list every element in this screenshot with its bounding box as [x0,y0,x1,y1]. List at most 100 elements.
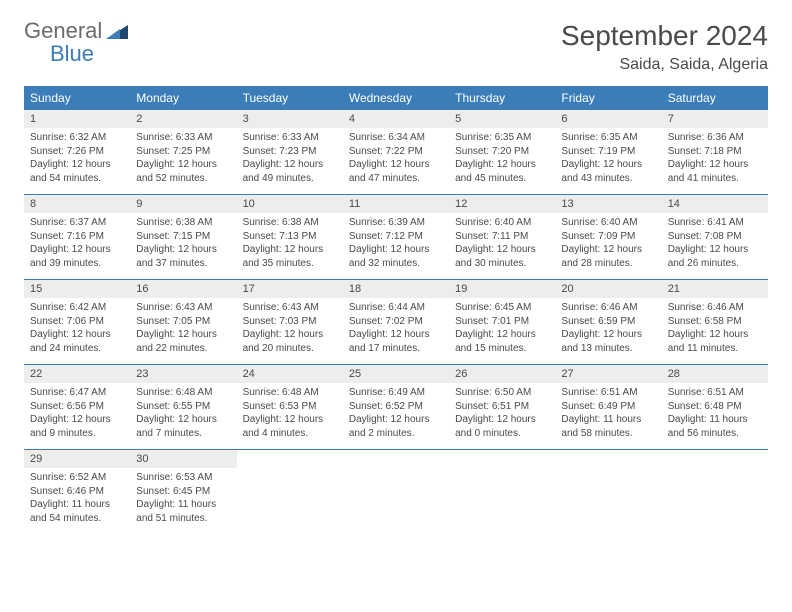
day-header-saturday: Saturday [662,86,768,110]
daylight-text-1: Daylight: 12 hours [668,158,762,172]
daylight-text-2: and 9 minutes. [30,427,124,441]
header: General Blue September 2024 Saida, Saida… [24,20,768,74]
day-number: 9 [130,195,236,213]
sunrise-text: Sunrise: 6:34 AM [349,131,443,145]
day-content: Sunrise: 6:43 AMSunset: 7:05 PMDaylight:… [130,298,236,361]
week-row: 15Sunrise: 6:42 AMSunset: 7:06 PMDayligh… [24,280,768,365]
sunrise-text: Sunrise: 6:39 AM [349,216,443,230]
sunrise-text: Sunrise: 6:40 AM [455,216,549,230]
sunrise-text: Sunrise: 6:38 AM [243,216,337,230]
daylight-text-1: Daylight: 12 hours [349,328,443,342]
sunset-text: Sunset: 7:03 PM [243,315,337,329]
sunrise-text: Sunrise: 6:50 AM [455,386,549,400]
day-content: Sunrise: 6:48 AMSunset: 6:53 PMDaylight:… [237,383,343,446]
day-cell: 28Sunrise: 6:51 AMSunset: 6:48 PMDayligh… [662,365,768,449]
sunrise-text: Sunrise: 6:46 AM [668,301,762,315]
sunset-text: Sunset: 6:56 PM [30,400,124,414]
daylight-text-2: and 0 minutes. [455,427,549,441]
sunset-text: Sunset: 6:49 PM [561,400,655,414]
day-content: Sunrise: 6:41 AMSunset: 7:08 PMDaylight:… [662,213,768,276]
daylight-text-2: and 54 minutes. [30,512,124,526]
day-content: Sunrise: 6:40 AMSunset: 7:09 PMDaylight:… [555,213,661,276]
daylight-text-2: and 37 minutes. [136,257,230,271]
daylight-text-1: Daylight: 12 hours [136,158,230,172]
day-number: 8 [24,195,130,213]
day-cell: 22Sunrise: 6:47 AMSunset: 6:56 PMDayligh… [24,365,130,449]
week-row: 1Sunrise: 6:32 AMSunset: 7:26 PMDaylight… [24,110,768,195]
daylight-text-1: Daylight: 12 hours [455,328,549,342]
daylight-text-1: Daylight: 12 hours [243,158,337,172]
day-cell: 30Sunrise: 6:53 AMSunset: 6:45 PMDayligh… [130,450,236,534]
daylight-text-1: Daylight: 11 hours [30,498,124,512]
sunrise-text: Sunrise: 6:47 AM [30,386,124,400]
sunset-text: Sunset: 7:19 PM [561,145,655,159]
day-content: Sunrise: 6:51 AMSunset: 6:49 PMDaylight:… [555,383,661,446]
day-cell: 1Sunrise: 6:32 AMSunset: 7:26 PMDaylight… [24,110,130,194]
daylight-text-1: Daylight: 12 hours [30,328,124,342]
day-cell: 8Sunrise: 6:37 AMSunset: 7:16 PMDaylight… [24,195,130,279]
day-cell: 10Sunrise: 6:38 AMSunset: 7:13 PMDayligh… [237,195,343,279]
day-content: Sunrise: 6:32 AMSunset: 7:26 PMDaylight:… [24,128,130,191]
sunrise-text: Sunrise: 6:33 AM [243,131,337,145]
day-cell: 24Sunrise: 6:48 AMSunset: 6:53 PMDayligh… [237,365,343,449]
daylight-text-1: Daylight: 12 hours [243,328,337,342]
day-cell: 26Sunrise: 6:50 AMSunset: 6:51 PMDayligh… [449,365,555,449]
day-cell: 16Sunrise: 6:43 AMSunset: 7:05 PMDayligh… [130,280,236,364]
day-content: Sunrise: 6:33 AMSunset: 7:23 PMDaylight:… [237,128,343,191]
sunrise-text: Sunrise: 6:33 AM [136,131,230,145]
sunrise-text: Sunrise: 6:46 AM [561,301,655,315]
daylight-text-1: Daylight: 12 hours [455,158,549,172]
weeks-container: 1Sunrise: 6:32 AMSunset: 7:26 PMDaylight… [24,110,768,534]
sunset-text: Sunset: 7:02 PM [349,315,443,329]
day-number: 4 [343,110,449,128]
daylight-text-1: Daylight: 11 hours [668,413,762,427]
day-cell: 29Sunrise: 6:52 AMSunset: 6:46 PMDayligh… [24,450,130,534]
sunset-text: Sunset: 7:08 PM [668,230,762,244]
daylight-text-2: and 7 minutes. [136,427,230,441]
day-content: Sunrise: 6:34 AMSunset: 7:22 PMDaylight:… [343,128,449,191]
daylight-text-2: and 11 minutes. [668,342,762,356]
daylight-text-2: and 13 minutes. [561,342,655,356]
sunset-text: Sunset: 6:52 PM [349,400,443,414]
sunset-text: Sunset: 7:09 PM [561,230,655,244]
title-block: September 2024 Saida, Saida, Algeria [561,20,768,74]
sunset-text: Sunset: 7:23 PM [243,145,337,159]
sunset-text: Sunset: 7:13 PM [243,230,337,244]
day-header-sunday: Sunday [24,86,130,110]
week-row: 29Sunrise: 6:52 AMSunset: 6:46 PMDayligh… [24,450,768,534]
daylight-text-2: and 43 minutes. [561,172,655,186]
daylight-text-2: and 51 minutes. [136,512,230,526]
day-content: Sunrise: 6:43 AMSunset: 7:03 PMDaylight:… [237,298,343,361]
daylight-text-1: Daylight: 12 hours [243,413,337,427]
day-cell: 13Sunrise: 6:40 AMSunset: 7:09 PMDayligh… [555,195,661,279]
daylight-text-1: Daylight: 12 hours [243,243,337,257]
day-number: 5 [449,110,555,128]
day-cell: 18Sunrise: 6:44 AMSunset: 7:02 PMDayligh… [343,280,449,364]
day-content: Sunrise: 6:33 AMSunset: 7:25 PMDaylight:… [130,128,236,191]
daylight-text-2: and 35 minutes. [243,257,337,271]
daylight-text-1: Daylight: 12 hours [349,243,443,257]
sunrise-text: Sunrise: 6:37 AM [30,216,124,230]
sunrise-text: Sunrise: 6:42 AM [30,301,124,315]
day-header-thursday: Thursday [449,86,555,110]
sunset-text: Sunset: 6:45 PM [136,485,230,499]
daylight-text-2: and 22 minutes. [136,342,230,356]
day-header-monday: Monday [130,86,236,110]
daylight-text-2: and 24 minutes. [30,342,124,356]
daylight-text-1: Daylight: 12 hours [668,243,762,257]
day-cell: 9Sunrise: 6:38 AMSunset: 7:15 PMDaylight… [130,195,236,279]
day-cell [555,450,661,534]
day-content: Sunrise: 6:36 AMSunset: 7:18 PMDaylight:… [662,128,768,191]
day-content: Sunrise: 6:40 AMSunset: 7:11 PMDaylight:… [449,213,555,276]
daylight-text-1: Daylight: 12 hours [30,413,124,427]
logo-icon [106,21,128,43]
daylight-text-1: Daylight: 12 hours [561,243,655,257]
sunset-text: Sunset: 7:26 PM [30,145,124,159]
sunrise-text: Sunrise: 6:49 AM [349,386,443,400]
daylight-text-1: Daylight: 12 hours [349,158,443,172]
sunset-text: Sunset: 6:55 PM [136,400,230,414]
location: Saida, Saida, Algeria [561,56,768,74]
day-cell: 7Sunrise: 6:36 AMSunset: 7:18 PMDaylight… [662,110,768,194]
day-cell: 3Sunrise: 6:33 AMSunset: 7:23 PMDaylight… [237,110,343,194]
day-number: 25 [343,365,449,383]
